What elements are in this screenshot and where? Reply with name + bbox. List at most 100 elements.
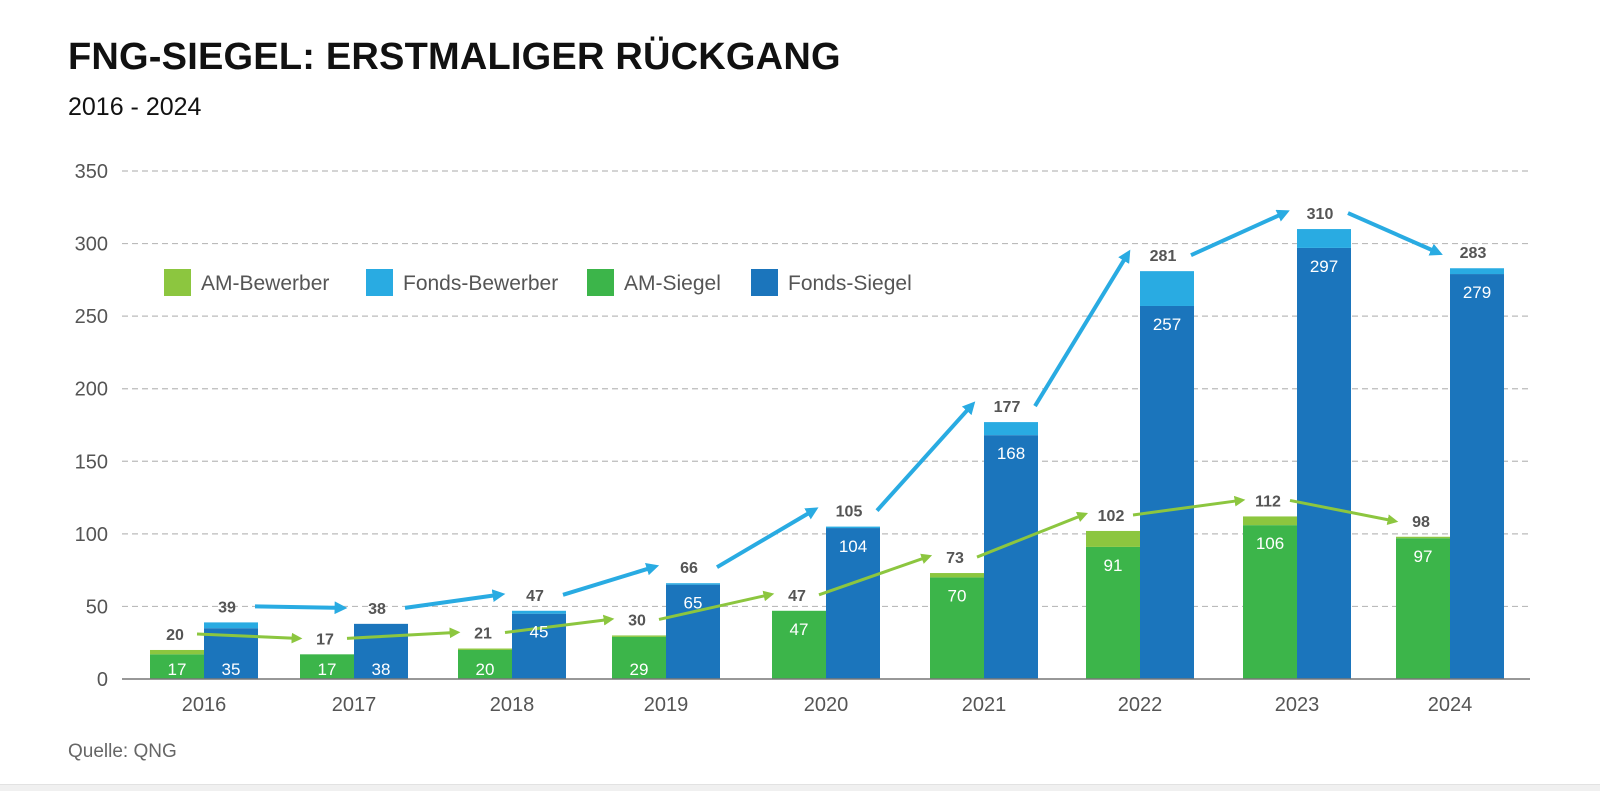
am-total-label: 47 [788,588,806,605]
fonds-trend-arrow [404,589,506,610]
x-tick-label: 2023 [1275,694,1320,716]
bottom-divider [0,784,1600,791]
fonds-trend-arrow [715,507,819,569]
bar-fonds-siegel [1140,305,1194,679]
y-tick-label: 350 [75,161,108,183]
am-siegel-value-label: 17 [168,660,187,679]
data-labels: 17 35 20 39 17 38 17 38 20 45 21 47 29 65 30 66 47 104 47 1… [166,206,1491,679]
am-siegel-value-label: 17 [318,660,337,679]
y-tick-label: 0 [97,669,108,691]
am-trend-arrow [658,590,775,621]
bar-am-bewerber [458,648,512,650]
bar-fonds-bewerber [1450,268,1504,275]
fonds-total-label: 38 [368,601,386,618]
fonds-trend-arrow [562,562,660,597]
am-siegel-value-label: 29 [630,660,649,679]
fonds-siegel-value-label: 45 [530,623,549,642]
bar-am-siegel [458,649,512,679]
bar-fonds-bewerber [512,610,566,614]
fonds-total-label: 283 [1460,245,1487,262]
bar-fonds-bewerber [204,622,258,629]
grid-lines [122,170,1530,608]
x-tick-label: 2022 [1118,694,1163,716]
x-tick-label: 2024 [1428,694,1473,716]
am-trend-arrow [976,511,1089,559]
legend: AM-Bewerber Fonds-Bewerber AM-Siegel Fonds-… [164,269,912,296]
bar-am-bewerber [1396,536,1450,539]
am-total-label: 73 [946,550,964,567]
legend-fonds-bewerber-label: Fonds-Bewerber [403,272,558,295]
bar-fonds-siegel [666,584,720,679]
am-trend-arrow [1289,498,1399,526]
am-trend-arrow [196,632,303,644]
fonds-trend-arrow [875,401,976,512]
bar-fonds-siegel [984,435,1038,679]
legend-am-bewerber-swatch [164,269,191,296]
bar-fonds-siegel [1450,274,1504,679]
fonds-total-label: 105 [836,504,863,521]
am-siegel-value-label: 20 [476,660,495,679]
fonds-total-label: 281 [1150,248,1177,265]
y-tick-label: 100 [75,524,108,546]
legend-am-siegel-label: AM-Siegel [624,272,721,295]
fonds-siegel-value-label: 297 [1310,257,1338,276]
am-total-label: 112 [1255,493,1281,510]
fonds-total-label: 310 [1307,206,1334,223]
fonds-trend-arrow [1347,211,1443,256]
x-tick-label: 2019 [644,694,689,716]
fonds-total-label: 39 [218,599,236,616]
x-axis: 2016 2017 2018 2019 2020 2021 2022 2023 2024 [122,678,1530,716]
fonds-siegel-value-label: 65 [684,594,703,613]
bar-am-siegel [150,654,204,679]
am-trend-arrow [1132,495,1246,517]
am-siegel-value-label: 70 [948,586,967,605]
y-tick-label: 300 [75,234,108,256]
bar-fonds-siegel [1297,247,1351,679]
y-axis: 0 50 100 150 200 250 300 350 [75,161,108,691]
y-tick-label: 150 [75,451,108,473]
am-trend-arrow [818,553,933,597]
am-siegel-value-label: 106 [1256,534,1284,553]
am-total-label: 30 [628,612,646,629]
bar-am-bewerber [612,635,666,637]
fonds-total-label: 47 [526,588,544,605]
source-note: Quelle: QNG [68,741,177,762]
am-siegel-value-label: 91 [1104,556,1123,575]
bar-am-bewerber [930,573,984,578]
fonds-siegel-value-label: 38 [372,660,391,679]
x-tick-label: 2020 [804,694,849,716]
trend-arrows [196,209,1443,644]
legend-am-siegel-swatch [587,269,614,296]
fonds-total-label: 177 [994,399,1021,416]
fonds-trend-arrow [1033,249,1131,408]
x-tick-label: 2021 [962,694,1007,716]
fonds-siegel-value-label: 168 [997,444,1025,463]
chart-title: FNG-SIEGEL: ERSTMALIGER RÜCKGANG [68,36,841,78]
am-trend-arrow [346,627,461,640]
am-total-label: 17 [316,631,334,648]
fonds-total-label: 66 [680,560,698,577]
bars [150,229,1504,679]
bar-am-siegel [612,636,666,679]
bar-am-bewerber [1243,516,1297,526]
am-total-label: 21 [474,626,492,643]
bar-fonds-bewerber [1140,271,1194,306]
bar-fonds-siegel [826,528,880,679]
am-siegel-value-label: 97 [1414,547,1433,566]
y-tick-label: 250 [75,306,108,328]
x-tick-label: 2018 [490,694,535,716]
legend-fonds-siegel-swatch [751,269,778,296]
bar-am-siegel [300,654,354,679]
y-tick-label: 200 [75,379,108,401]
legend-fonds-siegel-label: Fonds-Siegel [788,272,912,295]
fonds-siegel-value-label: 35 [222,660,241,679]
legend-fonds-bewerber-swatch [366,269,393,296]
am-trend-arrow [504,614,615,635]
am-siegel-value-label: 47 [790,620,809,639]
bar-am-siegel [772,610,826,679]
bar-am-siegel [1243,525,1297,679]
am-total-label: 20 [166,627,184,644]
chart-subtitle: 2016 - 2024 [68,93,202,121]
bar-am-siegel [1396,538,1450,679]
